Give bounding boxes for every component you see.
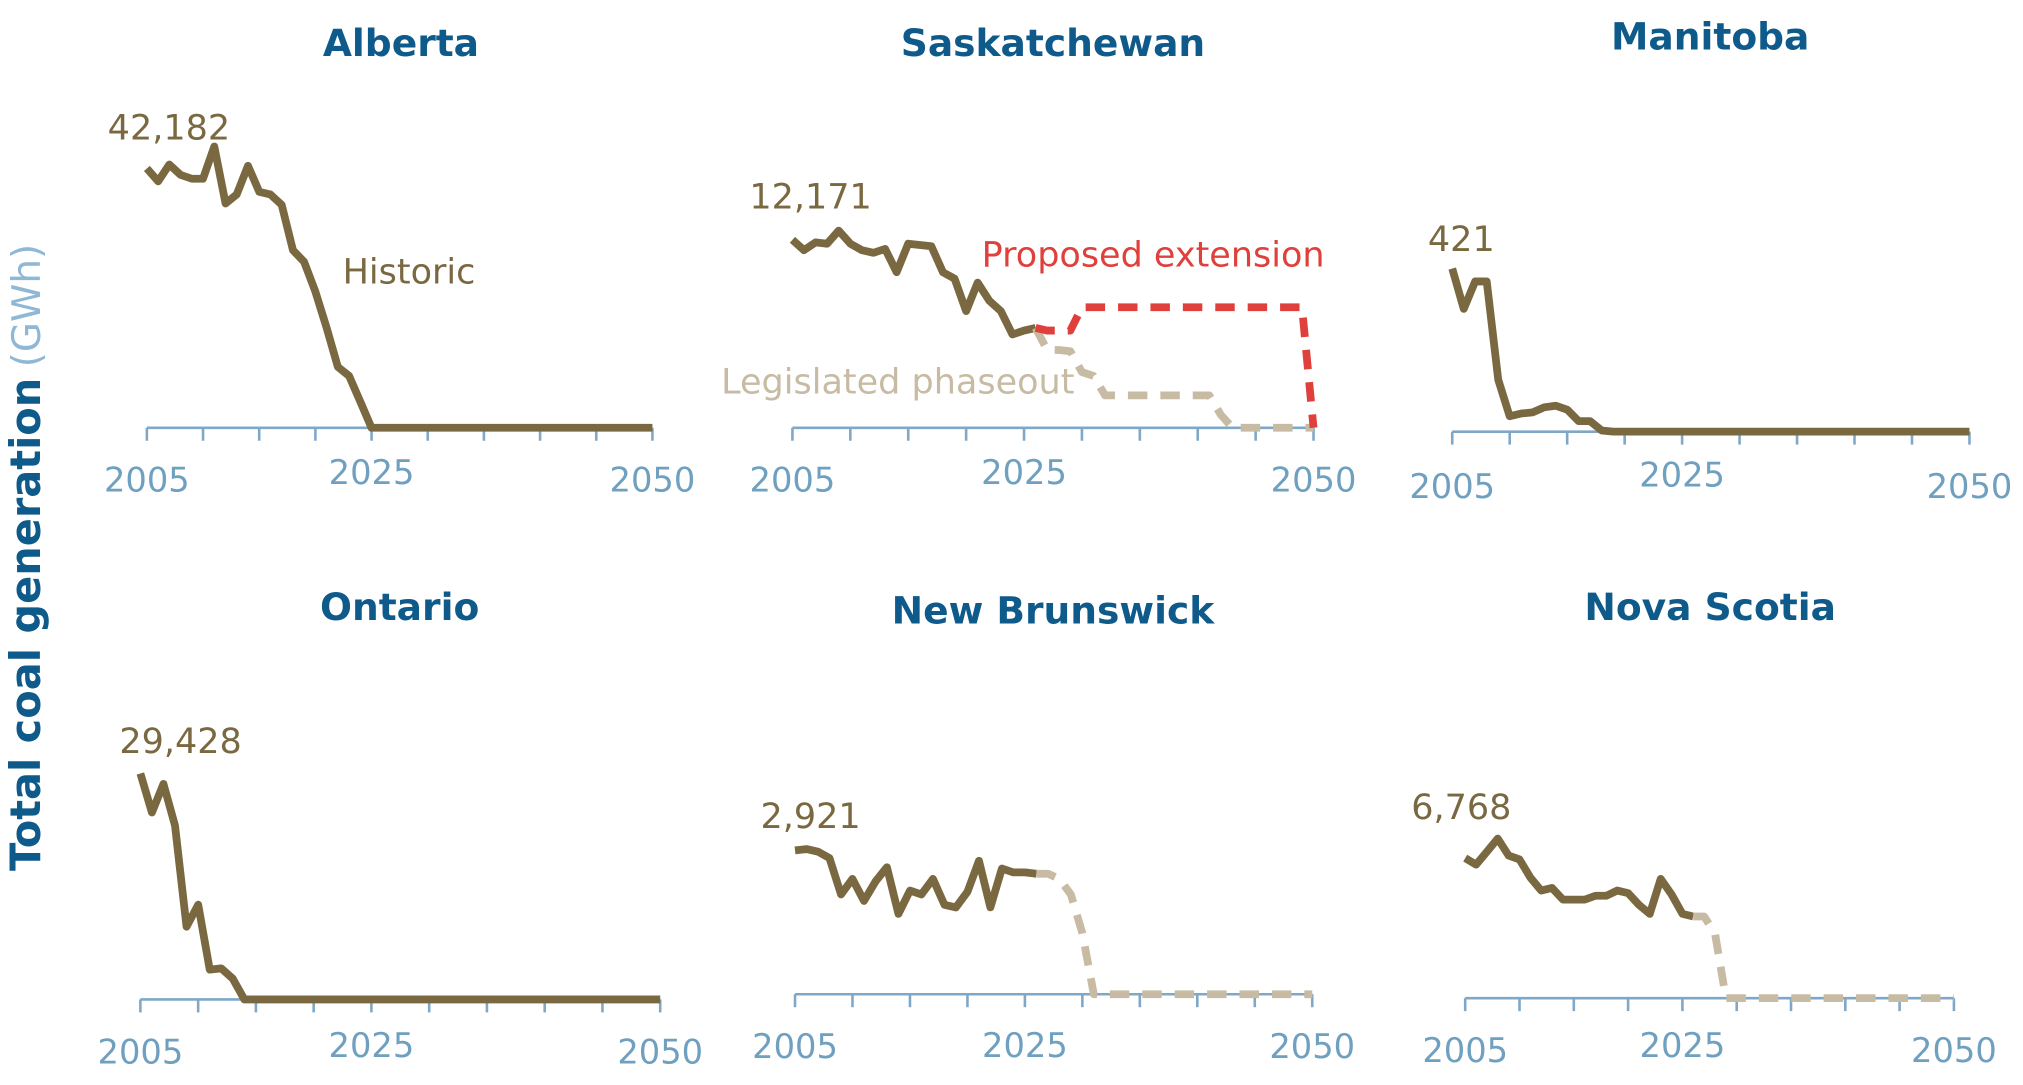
panel-title: New Brunswick — [892, 589, 1216, 633]
series-label: Legislated phaseout — [721, 363, 1074, 403]
value-label: 2,921 — [760, 797, 860, 837]
x-tick-label: 2005 — [752, 1027, 838, 1066]
x-tick-label: 2025 — [329, 453, 415, 492]
y-axis-label: Total coal generation (GWh) — [1, 244, 50, 871]
value-label: 29,428 — [119, 722, 241, 762]
panel-title: Ontario — [320, 585, 479, 629]
y-label-unit: (GWh) — [4, 244, 49, 368]
x-tick-label: 2025 — [982, 1026, 1068, 1065]
series-line — [1032, 326, 1314, 432]
series-line — [794, 845, 1037, 918]
series-line — [1036, 869, 1313, 999]
series-line — [143, 142, 653, 432]
series-line — [1448, 267, 1970, 436]
y-label-text: Total coal generation — [1, 378, 50, 871]
series-line — [789, 226, 1037, 339]
x-tick-label: 2050 — [1269, 1027, 1355, 1066]
x-tick-label: 2050 — [1911, 1031, 1997, 1070]
x-tick-label: 2005 — [1422, 1031, 1508, 1070]
value-label: 6,768 — [1411, 788, 1511, 828]
value-label: 12,171 — [749, 177, 871, 217]
x-tick-label: 2050 — [610, 461, 696, 500]
x-tick-label: 2050 — [1927, 467, 2013, 506]
series-label: Historic — [343, 253, 476, 293]
series-line — [1463, 834, 1695, 921]
x-tick-label: 2005 — [1409, 467, 1495, 506]
value-label: 421 — [1428, 220, 1495, 260]
panel-title: Saskatchewan — [901, 21, 1205, 65]
series-line — [136, 772, 661, 1004]
panel-title: Manitoba — [1611, 14, 1809, 58]
panel-title: Nova Scotia — [1584, 585, 1836, 629]
x-tick-label: 2005 — [750, 461, 836, 500]
x-tick-label: 2050 — [617, 1032, 703, 1071]
x-tick-label: 2005 — [98, 1032, 184, 1071]
x-tick-label: 2025 — [981, 453, 1067, 492]
panel-title: Alberta — [323, 21, 479, 65]
series-label: Proposed extension — [982, 236, 1325, 276]
x-tick-label: 2005 — [104, 461, 190, 500]
x-tick-label: 2025 — [329, 1026, 415, 1065]
value-label: 42,182 — [108, 109, 230, 149]
x-tick-label: 2025 — [1640, 1026, 1726, 1065]
x-tick-label: 2050 — [1271, 461, 1357, 500]
series-line — [1693, 912, 1954, 1003]
x-tick-label: 2025 — [1639, 456, 1725, 495]
